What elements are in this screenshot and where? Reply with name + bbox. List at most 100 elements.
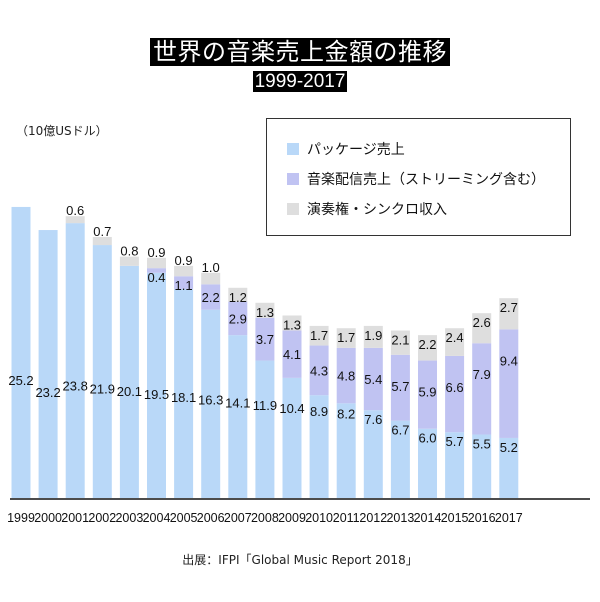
- data-label-digital-2008: 3.7: [256, 332, 274, 347]
- data-label-digital-2006: 2.2: [202, 290, 220, 305]
- bar-segment-package-2017: [499, 437, 519, 498]
- bar-group-2015: 5.7 6.6 2.4: [445, 328, 465, 498]
- bar-segment-performance-2012: [363, 325, 383, 348]
- source-note: 出展：IFPI「Global Music Report 2018」: [182, 553, 418, 567]
- bar-group-2008: 11.9 3.7 1.3: [253, 302, 277, 498]
- chart-subtitle: 1999-2017: [252, 71, 348, 92]
- bar-group-2001: 23.8 0.6: [63, 203, 88, 499]
- data-label-performance-2014: 2.2: [418, 337, 436, 352]
- data-label-package-2009: 10.4: [279, 401, 304, 416]
- data-label-performance-2007: 1.2: [229, 290, 247, 305]
- bar-group-2003: 20.1 0.8: [117, 244, 142, 498]
- legend-swatch-digital: [287, 173, 299, 185]
- data-label-performance-2017: 2.7: [500, 300, 518, 315]
- data-label-package-2001: 23.8: [63, 379, 88, 394]
- bar-segment-performance-2007: [228, 287, 248, 302]
- x-tick-2003: 2003: [115, 511, 143, 525]
- chart-title: 世界の音楽売上金額の推移: [150, 38, 450, 66]
- bar-segment-package-1999: [11, 206, 31, 498]
- x-tick-2014: 2014: [414, 511, 442, 525]
- bar-segment-digital-2014: [418, 360, 437, 429]
- bar-segment-package-2011: [336, 403, 356, 498]
- data-label-package-2000: 23.2: [35, 385, 60, 400]
- bar-segment-performance-2011: [336, 328, 356, 348]
- data-label-performance-2013: 2.1: [391, 333, 409, 348]
- x-tick-2007: 2007: [224, 511, 252, 525]
- bar-group-2004: 19.5 0.4 0.9: [144, 245, 169, 498]
- bar-segment-digital-2015: [445, 355, 465, 433]
- bar-group-2000: 23.2: [35, 230, 61, 499]
- data-label-package-2012: 7.6: [364, 412, 382, 427]
- data-label-package-1999: 25.2: [8, 373, 33, 388]
- bar-segment-digital-2008: [255, 317, 275, 361]
- data-label-package-2010: 8.9: [310, 404, 328, 419]
- bar-segment-performance-2003: [119, 256, 139, 266]
- bar-segment-performance-2009: [282, 315, 302, 331]
- x-tick-2005: 2005: [170, 511, 198, 525]
- bar-segment-package-2002: [92, 245, 112, 498]
- bar-segment-digital-2011: [336, 347, 356, 404]
- legend-label-performance: 演奏権・シンクロ収入: [307, 202, 447, 218]
- data-label-package-2003: 20.1: [117, 384, 142, 399]
- bar-group-2006: 16.3 2.2 1.0: [198, 260, 223, 498]
- bar-segment-package-2001: [65, 223, 85, 499]
- legend-item-package: パッケージ売上: [287, 139, 405, 159]
- data-label-digital-2007: 2.9: [229, 311, 247, 326]
- data-label-digital-2010: 4.3: [310, 363, 328, 378]
- legend-label-digital: 音楽配信売上（ストリーミング含む）: [307, 172, 545, 188]
- data-label-performance-2016: 2.6: [473, 315, 491, 330]
- bar-segment-digital-2012: [363, 347, 383, 411]
- x-tick-2017: 2017: [495, 511, 523, 525]
- bar-segment-package-2008: [255, 360, 275, 498]
- data-label-digital-2005: 1.1: [175, 278, 193, 293]
- bar-segment-package-2003: [119, 265, 139, 498]
- x-tick-2006: 2006: [197, 511, 225, 525]
- data-label-package-2002: 21.9: [90, 381, 115, 396]
- data-label-digital-2014: 5.9: [418, 385, 436, 400]
- bar-group-2002: 21.9 0.7: [90, 224, 115, 498]
- data-label-digital-2013: 5.7: [391, 379, 409, 394]
- bar-segment-package-2012: [363, 410, 383, 498]
- data-label-package-2004: 19.5: [144, 387, 169, 402]
- legend-item-digital: 音楽配信売上（ストリーミング含む）: [287, 169, 545, 189]
- bar-segment-performance-2016: [472, 313, 492, 344]
- bar-group-2009: 10.4 4.1 1.3: [279, 315, 305, 498]
- bar-segment-package-2006: [201, 309, 221, 498]
- data-label-package-2017: 5.2: [500, 440, 518, 455]
- bar-group-2012: 7.6 5.4 1.9: [363, 325, 383, 498]
- bar-segment-digital-2016: [472, 343, 492, 435]
- x-tick-2004: 2004: [143, 511, 171, 525]
- bar-segment-performance-2010: [309, 325, 329, 346]
- bar-segment-digital-2007: [228, 301, 248, 336]
- bar-segment-package-2007: [228, 335, 248, 498]
- bar-group-2017: 5.2 9.4 2.7: [499, 298, 519, 498]
- data-label-digital-2017: 9.4: [500, 353, 518, 368]
- data-label-package-2015: 5.7: [446, 434, 464, 449]
- bar-segment-package-2016: [472, 434, 492, 498]
- bar-segment-digital-2017: [499, 329, 519, 438]
- chart-subtitle-wrap: 1999-2017: [0, 71, 600, 92]
- data-label-performance-2003: 0.8: [120, 244, 138, 259]
- bar-segment-package-2005: [174, 288, 194, 498]
- bar-segment-package-2013: [390, 420, 410, 498]
- bar-group-2007: 14.1 2.9 1.2: [225, 287, 250, 498]
- bar-segment-digital-2013: [390, 354, 410, 421]
- bar-group-1999: 25.2: [8, 206, 34, 498]
- data-label-package-2006: 16.3: [198, 393, 223, 408]
- x-tick-2000: 2000: [34, 511, 62, 525]
- bar-group-2014: 6.0 5.9 2.2: [418, 335, 437, 498]
- bar-segment-digital-2006: [201, 284, 221, 310]
- x-tick-2013: 2013: [386, 511, 414, 525]
- data-label-performance-2012: 1.9: [364, 328, 382, 343]
- data-label-digital-2004: 0.4: [147, 270, 165, 285]
- data-label-digital-2016: 7.9: [473, 367, 491, 382]
- data-label-digital-2015: 6.6: [446, 380, 464, 395]
- x-tick-2016: 2016: [468, 511, 496, 525]
- bar-group-2013: 6.7 5.7 2.1: [390, 330, 410, 498]
- x-tick-2008: 2008: [251, 511, 279, 525]
- bar-segment-performance-2005: [174, 265, 194, 277]
- data-label-performance-2002: 0.7: [93, 224, 111, 239]
- data-label-digital-2011: 4.8: [337, 369, 355, 384]
- data-label-performance-2006: 1.0: [202, 260, 220, 275]
